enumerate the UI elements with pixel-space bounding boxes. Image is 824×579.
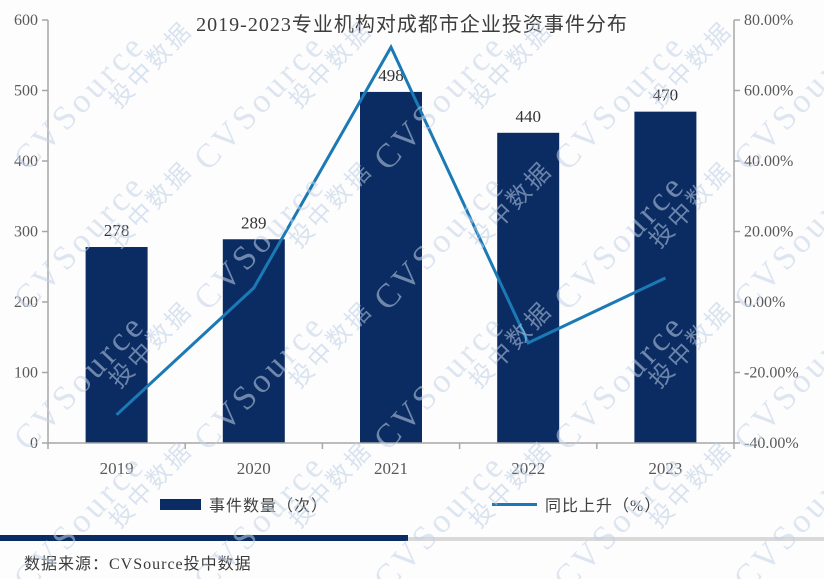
right-axis-label: 60.00% <box>744 83 793 100</box>
footer-divider-gray <box>408 537 824 541</box>
legend-item-line: 同比上升（%） <box>492 492 661 516</box>
bar-value-label-2022: 440 <box>515 107 541 126</box>
bar-value-label-2023: 470 <box>653 86 679 105</box>
left-axis-label-100: 100 <box>14 365 38 382</box>
left-axis-label-500: 500 <box>14 83 38 100</box>
bar-2021 <box>360 91 422 443</box>
footer-divider-navy <box>0 535 408 541</box>
left-axis-label-600: 600 <box>14 12 38 29</box>
bar-value-label-2020: 289 <box>241 213 267 232</box>
right-axis-label: -40.00% <box>744 435 799 452</box>
x-axis-label-2020: 2020 <box>237 459 271 478</box>
x-axis-label-2022: 2022 <box>511 459 545 478</box>
x-axis-label-2023: 2023 <box>648 459 682 478</box>
legend-item-bars: 事件数量（次） <box>160 492 328 516</box>
left-axis-label-0: 0 <box>30 435 38 452</box>
bar-2022 <box>497 132 560 444</box>
x-axis-label-2021: 2021 <box>374 459 408 478</box>
left-axis-label-300: 300 <box>14 224 38 241</box>
line-series-swatch <box>492 502 537 506</box>
bar-value-label-2019: 278 <box>104 221 130 240</box>
x-axis-label-2019: 2019 <box>100 459 134 478</box>
right-axis-label: -20.00% <box>744 365 799 382</box>
line-series-label: 同比上升（%） <box>545 498 662 515</box>
bar-value-label-2021: 498 <box>378 66 404 85</box>
right-axis-label: 40.00% <box>744 153 793 170</box>
right-axis-label: 20.00% <box>744 224 793 241</box>
left-axis-label-200: 200 <box>14 294 38 311</box>
bar-2020 <box>222 239 285 443</box>
bar-series-swatch <box>160 498 201 510</box>
yoy-line <box>115 43 667 416</box>
left-axis-label-400: 400 <box>14 153 38 170</box>
bar-2019 <box>85 247 148 443</box>
bar-2023 <box>634 111 697 444</box>
right-axis-label: 80.00% <box>744 12 793 29</box>
right-axis-label: 0.00% <box>744 294 785 311</box>
bar-series-label: 事件数量（次） <box>209 498 329 515</box>
data-source-text: 数据来源：CVSource投中数据 <box>24 556 252 573</box>
chart-title: 2019-2023专业机构对成都市企业投资事件分布 <box>196 14 628 36</box>
